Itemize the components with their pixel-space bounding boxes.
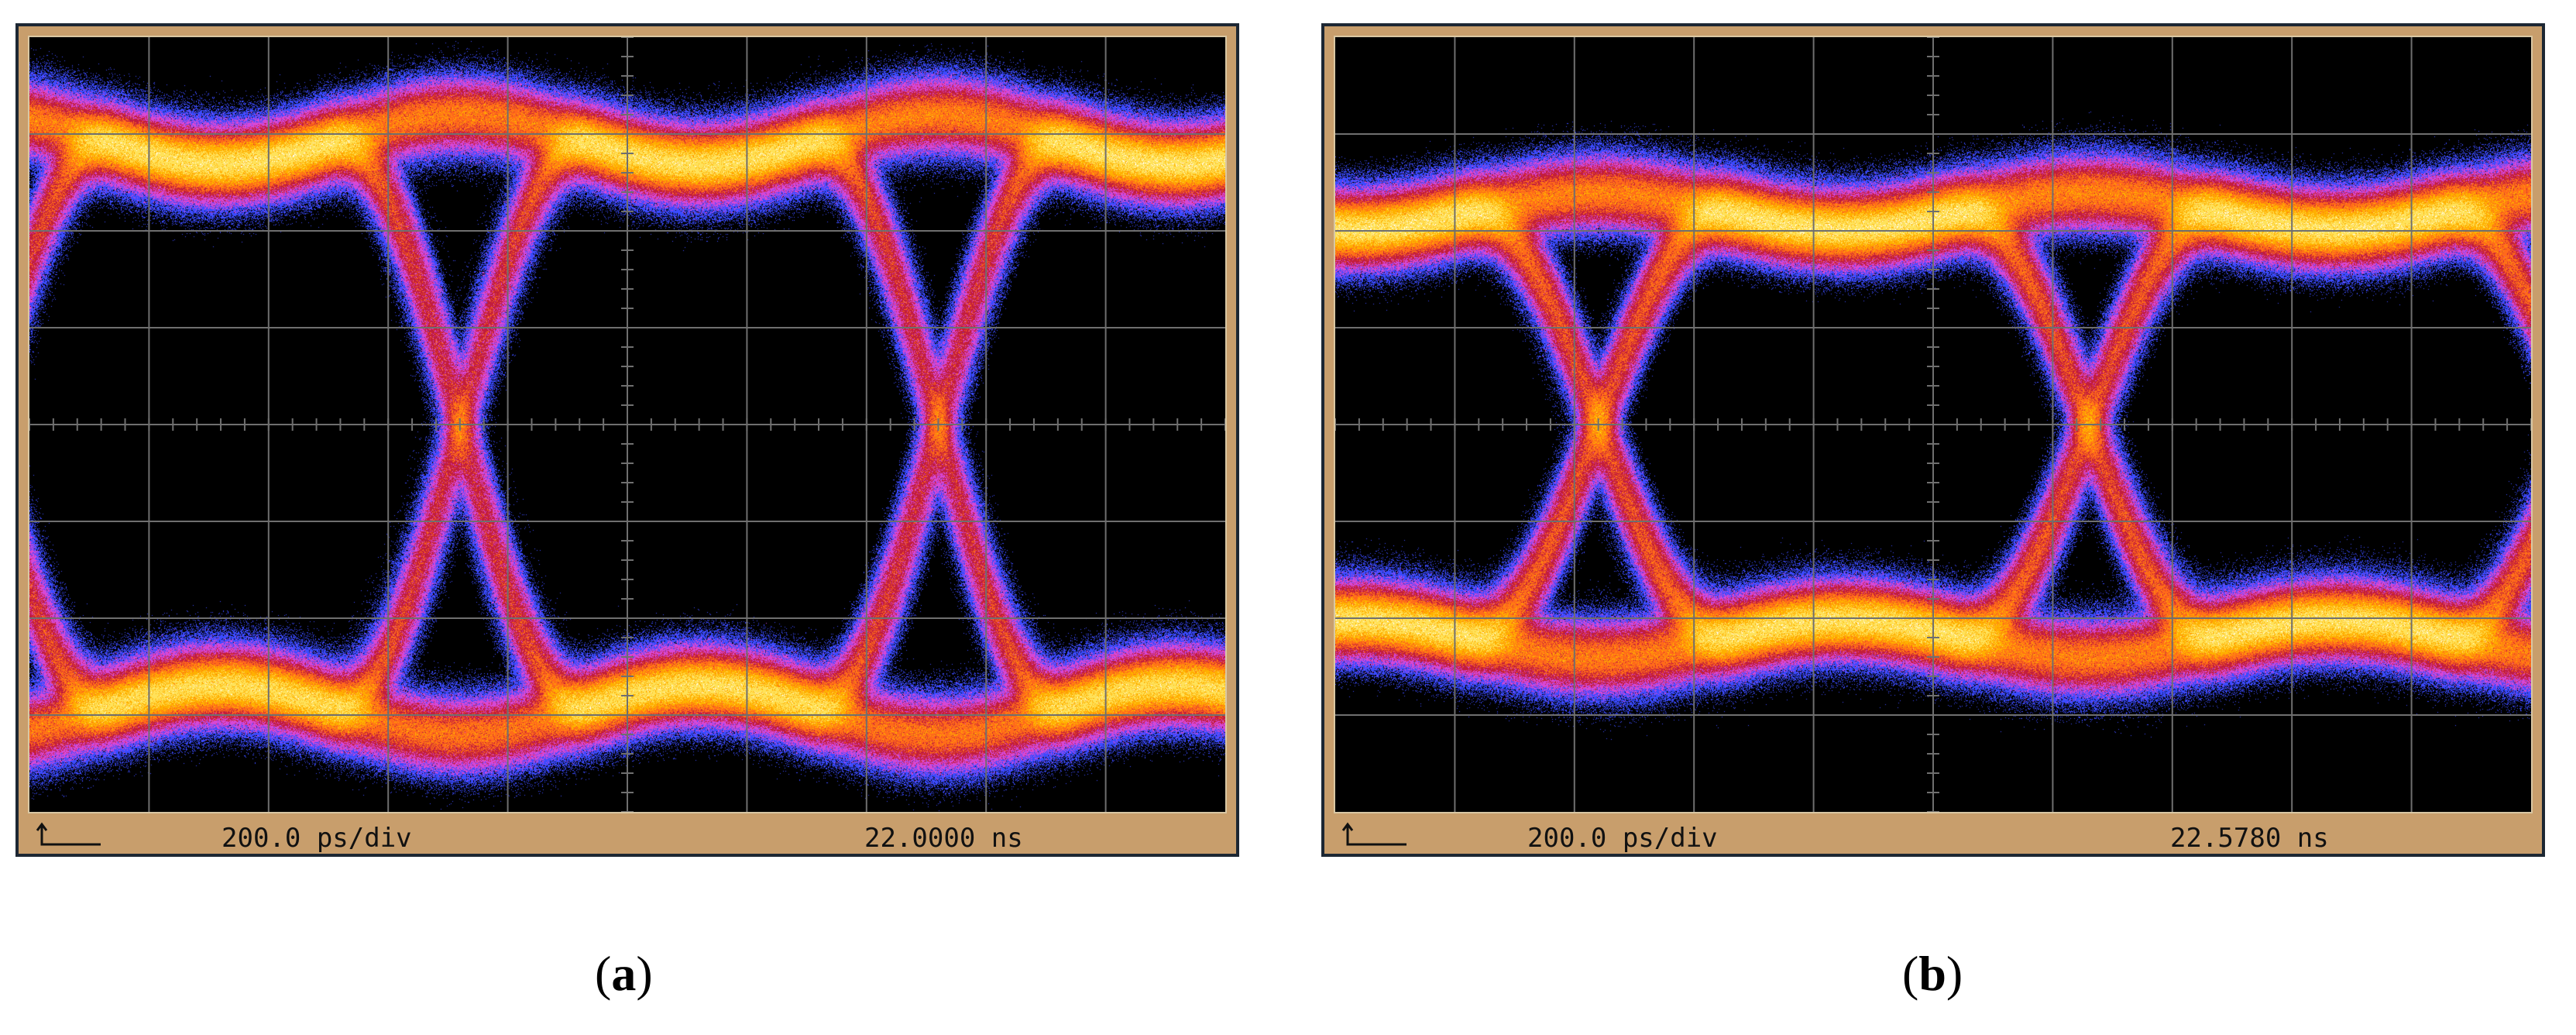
graticule-grid-a [29, 37, 1225, 812]
caption-open-paren: ( [1902, 946, 1919, 1001]
oscilloscope-panel-a: 200.0 ps/div 22.0000 ns [15, 23, 1239, 857]
caption-letter: a [611, 946, 637, 1001]
eye-diagram-screen-b [1334, 36, 2533, 813]
status-bar-a: 200.0 ps/div 22.0000 ns [28, 817, 1227, 854]
graticule-grid-b [1335, 37, 2531, 812]
timebase-label: 200.0 ps/div [1527, 823, 1718, 854]
eye-diagram-screen-a [28, 36, 1227, 813]
caption-letter: b [1918, 946, 1946, 1001]
caption-a: (a) [595, 945, 653, 1002]
caption-open-paren: ( [595, 946, 612, 1001]
timebase-label: 200.0 ps/div [222, 823, 412, 854]
delay-label: 22.5780 ns [2170, 823, 2329, 854]
caption-close-paren: ) [1946, 946, 1963, 1001]
status-bar-b: 200.0 ps/div 22.5780 ns [1334, 817, 2533, 854]
caption-b: (b) [1902, 945, 1963, 1002]
caption-close-paren: ) [636, 946, 653, 1001]
delay-label: 22.0000 ns [864, 823, 1023, 854]
trigger-marker-icon [36, 822, 101, 846]
trigger-marker-icon [1341, 822, 1406, 846]
oscilloscope-panel-b: 200.0 ps/div 22.5780 ns [1321, 23, 2545, 857]
